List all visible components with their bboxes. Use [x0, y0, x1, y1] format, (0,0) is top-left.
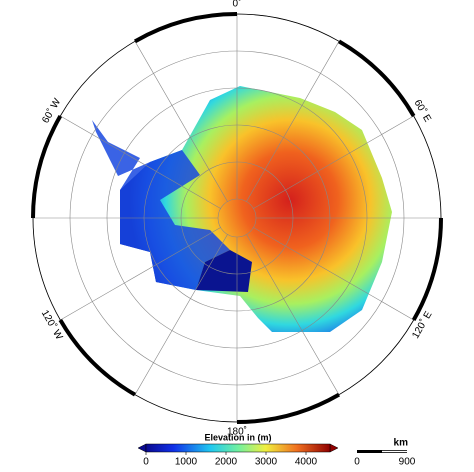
frame-arc — [411, 217, 443, 321]
frame-arc — [413, 115, 442, 219]
graticule-label: 60˚ W — [39, 96, 63, 126]
frame-arc — [338, 319, 415, 396]
ross-ice-shelf — [196, 250, 252, 292]
frame-arc — [337, 39, 416, 118]
frame-arc — [58, 318, 137, 397]
meridian — [134, 234, 228, 395]
meridian — [60, 115, 221, 209]
meridian — [246, 41, 340, 202]
meridian — [60, 227, 221, 321]
colorbar-title: Elevation in (m) — [204, 432, 271, 442]
scale-bar: 0 900 km — [354, 438, 416, 468]
colorbar-tick-label: 1000 — [175, 457, 198, 467]
frame-arc — [134, 394, 238, 423]
frame-arc — [236, 392, 340, 424]
meridian — [253, 115, 414, 209]
meridian — [253, 227, 414, 321]
scale-unit: km — [394, 438, 409, 449]
frame-arc — [31, 115, 63, 219]
colorbar-arrow — [137, 443, 147, 453]
frame — [31, 12, 443, 424]
west-antarctica — [92, 120, 230, 290]
meridian — [134, 41, 228, 202]
colorbar-ramp — [145, 443, 331, 453]
frame-arc — [59, 40, 136, 117]
colorbar: Elevation in (m) 0 1000 2000 3000 4000 — [137, 432, 339, 468]
continent — [92, 86, 392, 332]
graticule-label: 0˚ — [233, 0, 242, 10]
colorbar-tick-label: 0 — [143, 457, 149, 467]
frame-arc — [236, 13, 340, 42]
colorbar-arrow — [329, 443, 339, 453]
graticule-label: 120˚ E — [409, 309, 434, 341]
frame-arc — [134, 12, 238, 44]
colorbar-tick-label: 3000 — [255, 457, 278, 467]
scale-bar-rule — [382, 450, 407, 453]
colorbar-tick-label: 2000 — [215, 457, 238, 467]
graticule-label: 60˚ E — [411, 97, 434, 124]
graticule-label: 180˚ — [227, 426, 247, 438]
frame-arc — [32, 217, 61, 321]
scale-label: 900 — [399, 457, 416, 467]
scale-label: 0 — [354, 457, 360, 467]
colorbar-tick-label: 4000 — [295, 457, 318, 467]
meridian — [246, 234, 340, 395]
